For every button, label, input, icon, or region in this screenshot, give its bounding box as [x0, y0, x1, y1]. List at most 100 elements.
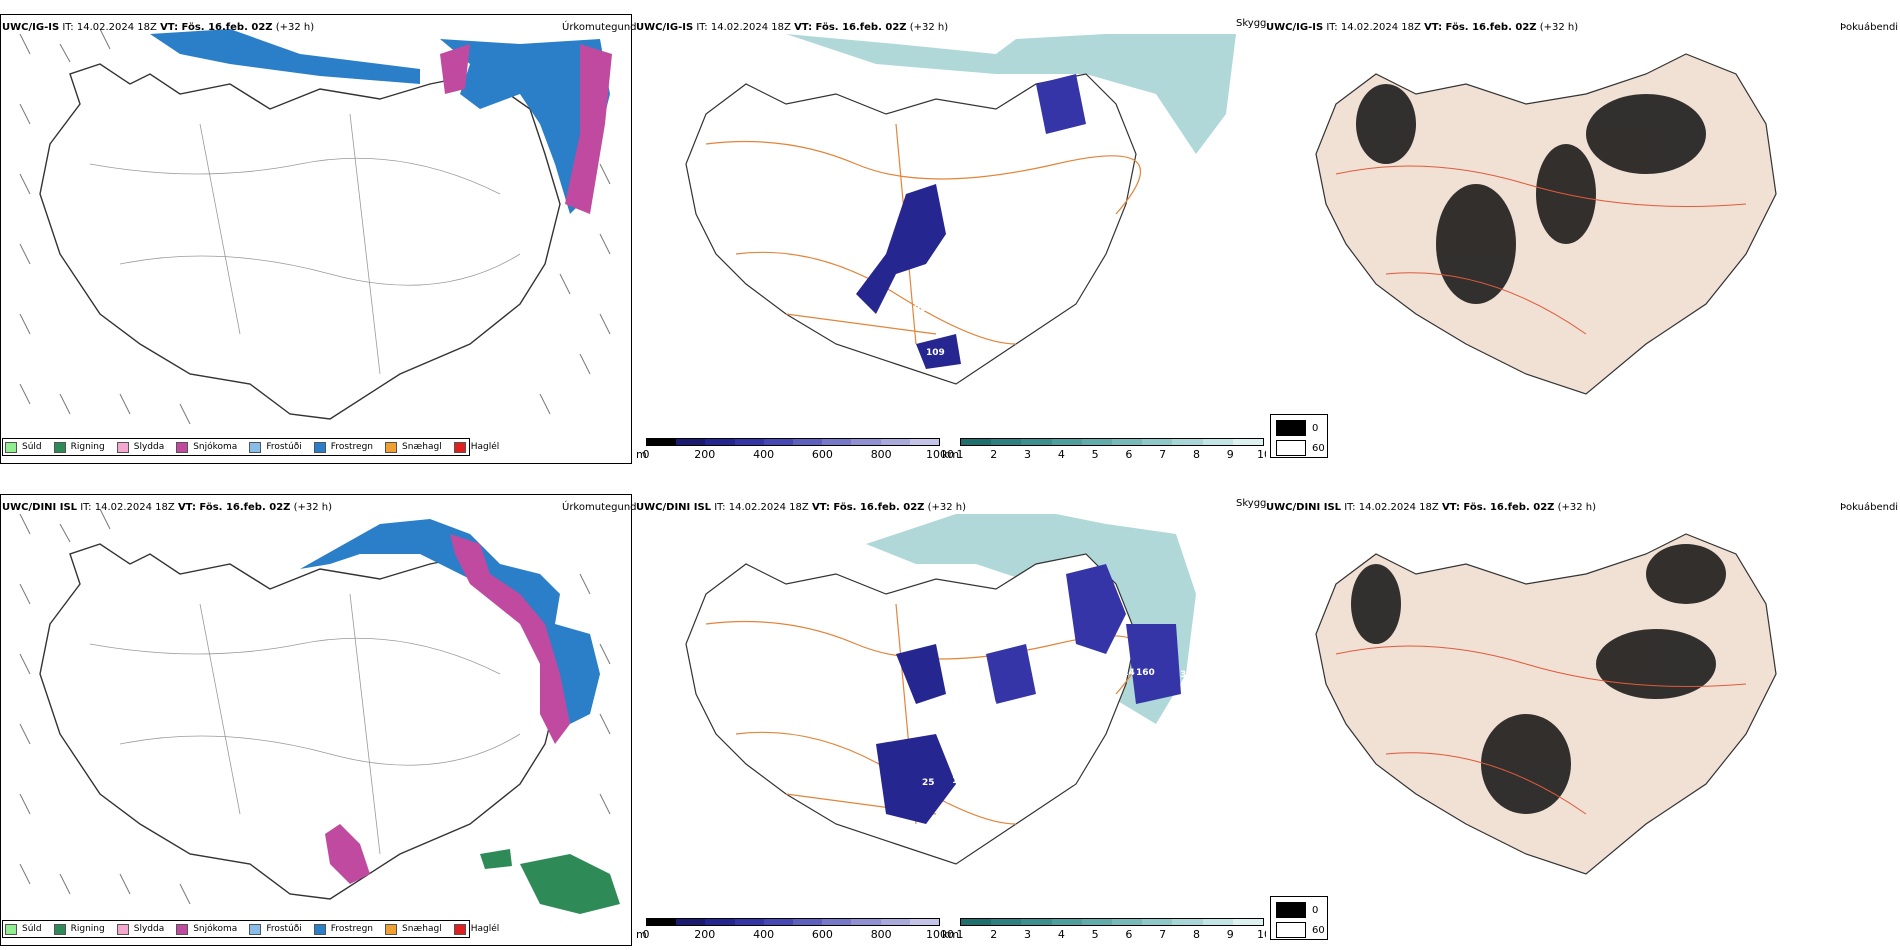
colorbar-segment [793, 439, 823, 445]
legend-item: Snjókoma [176, 923, 237, 935]
iceland-fill [1315, 533, 1777, 875]
fog-legend-item: 60 [1276, 440, 1325, 456]
colorbar-segment [676, 919, 706, 925]
iceland-ceiling-map [685, 34, 1236, 385]
colorbar-segment [1021, 919, 1052, 925]
model-label: UWC/DINI ISL [636, 502, 712, 513]
colorbar-tick-label: 7 [1159, 928, 1167, 941]
valid-time: VT: Fös. 16.feb. 02Z [177, 502, 291, 513]
legend-item: Frostúði [249, 441, 302, 453]
iceland-outline [39, 543, 561, 900]
colorbar-segment [1021, 439, 1052, 445]
colorbar-segment [961, 919, 992, 925]
valid-time: VT: Fös. 16.feb. 02Z [794, 22, 907, 33]
map-frame [0, 14, 632, 464]
colorbar-tick-label: 5 [1091, 448, 1099, 461]
colorbar-segment [822, 439, 852, 445]
colorbar-tick-label: 600 [811, 448, 833, 461]
map-title: Skyggni [1236, 498, 1276, 509]
legend-item: Snjókoma [176, 441, 237, 453]
roads [1335, 165, 1747, 335]
ceiling-value-label: 121 [958, 336, 977, 346]
init-time: IT: 14.02.2024 18Z [1326, 22, 1421, 33]
low-ceiling-area [1066, 564, 1126, 654]
colorbar-tick-label: 9 [1226, 448, 1234, 461]
colorbar-segment [880, 919, 910, 925]
legend-item: Slydda [116, 923, 164, 935]
map-title: Úrkomutegund [562, 22, 637, 33]
iceland-fog-map [1315, 53, 1777, 395]
model-label: UWC/IG-IS [636, 22, 694, 33]
fog-legend-item: 0 [1276, 902, 1318, 918]
colorbar-segment [1202, 919, 1233, 925]
colorbar-tick-label: 0 [642, 928, 650, 941]
legend-item: Rigning [53, 441, 105, 453]
vis-colorbar-top [960, 438, 1264, 446]
iceland-precip-map [19, 508, 620, 914]
legend-item: Frostúði [249, 923, 302, 935]
colorbar-tick-label: 4 [1057, 928, 1065, 941]
ceiling-colorbar-bottom [646, 918, 940, 926]
ceiling-value-label: 25 [922, 778, 935, 788]
ceiling-unit: m [636, 448, 647, 461]
low-ceiling-area [1126, 624, 1181, 704]
colorbar-segment [676, 439, 706, 445]
rain-area [480, 849, 512, 869]
colorbar-segment [647, 439, 677, 445]
ceiling-value-label: 105 [952, 776, 971, 786]
low-ceiling-area [876, 734, 956, 824]
vis-unit: km [942, 448, 960, 461]
init-time: IT: 14.02.2024 18Z [1344, 502, 1439, 513]
fog-legend-item: 60 [1276, 922, 1325, 938]
map-title: Þokuábendi [1840, 502, 1899, 513]
colorbar-tick-label: 3 [1024, 928, 1032, 941]
colorbar-segment [705, 919, 735, 925]
colorbar-tick-label: 1000 [926, 928, 954, 941]
low-ceiling-area [986, 644, 1036, 704]
colorbar-tick-label: 400 [753, 448, 775, 461]
fog-legend-top: 0 60 [1270, 414, 1328, 458]
wind-barbs [19, 508, 611, 905]
header-bottom-right: UWC/DINI ISL IT: 14.02.2024 18Z VT: Fös.… [1266, 502, 1596, 514]
low-ceiling-area [896, 644, 946, 704]
colorbar-tick-label: 5 [1091, 928, 1099, 941]
legend-item: Haglél [453, 441, 499, 453]
snow-area [150, 29, 420, 84]
colorbar-segment [1051, 439, 1082, 445]
colorbar-segment [1081, 439, 1113, 445]
colorbar-segment [1142, 439, 1173, 445]
colorbar-tick-label: 800 [870, 448, 892, 461]
colorbar-tick-label: 8 [1192, 448, 1200, 461]
map-frame [0, 494, 632, 946]
map-title: Þokuábendi [1840, 22, 1899, 33]
colorbar-tick-label: 4 [1057, 448, 1065, 461]
colorbar-segment [705, 439, 735, 445]
vis-unit: km [942, 928, 960, 941]
colorbar-tick-label: 7 [1159, 448, 1167, 461]
low-ceiling-area [1036, 74, 1086, 134]
colorbar-segment [851, 919, 881, 925]
ceiling-value-label: 150 [968, 796, 987, 806]
iceland-ceiling-map [685, 514, 1196, 865]
model-label: UWC/DINI ISL [1266, 502, 1342, 513]
lead-time: (+32 h) [909, 22, 949, 33]
ceiling-value-label: 99 [930, 282, 943, 292]
precip-legend-top: Súld Rigning Slydda Snjókoma Frostúði Fr… [2, 438, 499, 456]
colorbar-segment [1142, 919, 1173, 925]
colorbar-tick-label: 1 [956, 448, 964, 461]
colorbar-segment [734, 919, 764, 925]
interior-lines [89, 113, 521, 375]
wind-barbs [19, 28, 611, 425]
snow-area [450, 534, 570, 744]
ceiling-value-label: 247 [1198, 688, 1217, 698]
ceiling-value-label: 111 [1004, 786, 1023, 796]
legend-item: Snæhagl [385, 441, 442, 453]
colorbar-tick-label: 0 [642, 448, 650, 461]
colorbar-tick-label: 6 [1125, 928, 1133, 941]
frozen-rain-area [300, 519, 600, 724]
fog-map-top [1266, 14, 1900, 464]
colorbar-tick-label: 2 [990, 928, 998, 941]
colorbar-segment [880, 439, 910, 445]
colorbar-tick-label: 1 [956, 928, 964, 941]
fog-patches [1351, 544, 1726, 814]
